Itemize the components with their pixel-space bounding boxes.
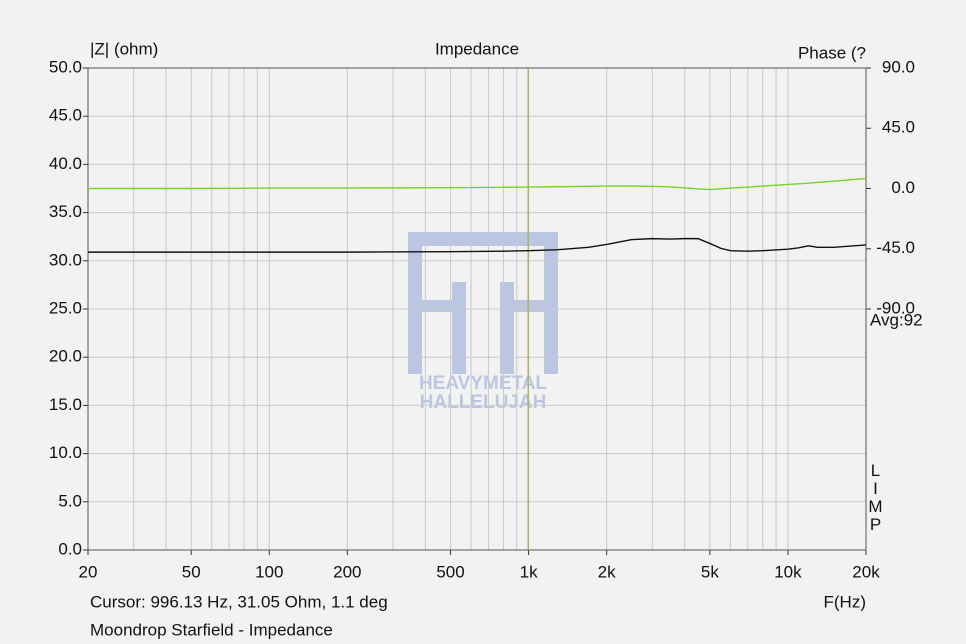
x-tick-label: 200 [333, 562, 361, 581]
watermark-text: HALLELUJAH [420, 392, 547, 413]
x-tick-label: 1k [520, 562, 538, 581]
x-tick-label: 100 [255, 562, 283, 581]
plot-frame [87, 67, 867, 551]
y-tick-label: 30.0 [49, 250, 82, 269]
caption: Moondrop Starfield - Impedance [90, 620, 333, 639]
y-tick-label: 5.0 [58, 491, 82, 510]
y-tick-label: 35.0 [49, 202, 82, 221]
watermark-logo [408, 232, 558, 374]
x-axis-label: F(Hz) [824, 592, 866, 611]
x-tick-label: 5k [701, 562, 719, 581]
y2-tick-label: 90.0 [882, 57, 915, 76]
y-tick-label: 15.0 [49, 395, 82, 414]
chart-title: Impedance [435, 39, 519, 58]
x-tick-label: 2k [598, 562, 616, 581]
y2-tick-label: -90.0 [876, 298, 915, 317]
y-tick-label: 50.0 [49, 57, 82, 76]
x-tick-label: 20 [79, 562, 98, 581]
y-tick-label: 20.0 [49, 347, 82, 366]
cursor-readout: Cursor: 996.13 Hz, 31.05 Ohm, 1.1 deg [90, 592, 388, 611]
side-label: LIMP [866, 461, 885, 533]
y2-axis-label: Phase (? [798, 43, 866, 62]
y-axis-label: |Z| (ohm) [90, 39, 158, 58]
y-tick-label: 40.0 [49, 154, 82, 173]
average-label: Avg:92 [870, 310, 923, 329]
series-line [88, 177, 867, 191]
watermark-text: HEAVYMETAL [419, 373, 547, 394]
x-tick-label: 10k [774, 562, 802, 581]
x-tick-label: 50 [182, 562, 201, 581]
y2-tick-label: 45.0 [882, 118, 915, 137]
y-tick-label: 0.0 [58, 539, 82, 558]
y2-tick-label: -45.0 [876, 238, 915, 257]
series-line [88, 237, 867, 253]
y2-tick-label: 0.0 [891, 178, 915, 197]
y-tick-label: 10.0 [49, 443, 82, 462]
y-tick-label: 25.0 [49, 298, 82, 317]
x-tick-label: 500 [436, 562, 464, 581]
y-tick-label: 45.0 [49, 106, 82, 125]
x-tick-label: 20k [852, 562, 880, 581]
